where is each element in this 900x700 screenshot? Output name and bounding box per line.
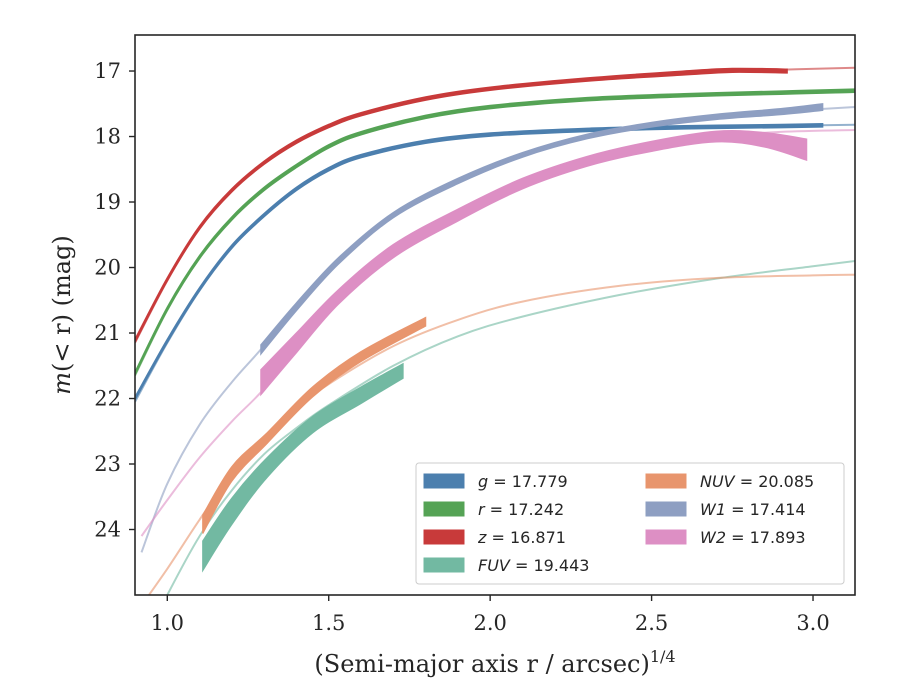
y-tick-label: 24 xyxy=(94,518,121,542)
y-tick-label: 20 xyxy=(94,256,121,280)
data-band-r xyxy=(135,88,855,376)
y-axis-label-argument: (< r) xyxy=(48,314,76,372)
y-tick-label: 22 xyxy=(94,387,121,411)
x-tick-label: 2.5 xyxy=(635,611,668,635)
y-axis-label-symbol: m xyxy=(48,372,76,395)
legend-box xyxy=(415,462,845,585)
y-axis-ticks: 17 18 19 20 21 22 23 24 xyxy=(94,59,135,542)
y-axis-label-unit: (mag) xyxy=(48,235,76,314)
y-tick-label: 18 xyxy=(94,125,121,149)
x-axis-label-superscript: 1/4 xyxy=(650,647,676,666)
legend-label-r: r = 17.242 xyxy=(478,500,564,519)
legend-swatch-w1 xyxy=(645,501,687,517)
legend-label-nuv: NUV = 20.085 xyxy=(700,472,814,491)
x-tick-label: 2.0 xyxy=(473,611,506,635)
x-tick-label: 3.0 xyxy=(796,611,829,635)
model-curve-fuv xyxy=(166,260,855,595)
plot-frame xyxy=(134,34,856,596)
y-axis-label: m(< r) (mag) xyxy=(48,235,76,395)
legend-label-w1: W1 = 17.414 xyxy=(700,500,806,519)
legend: g = 17.779 r = 17.242 z = 16.871 FUV = 19.4… xyxy=(415,462,845,585)
data-band-w1 xyxy=(260,103,824,356)
x-tick-label: 1.0 xyxy=(151,611,184,635)
legend-swatch-w2 xyxy=(645,529,687,545)
x-tick-label: 1.5 xyxy=(312,611,345,635)
legend-label-fuv: FUV = 19.443 xyxy=(478,556,589,575)
y-tick-label: 19 xyxy=(94,190,121,214)
legend-swatch-z xyxy=(423,529,465,545)
data-band-fuv xyxy=(202,362,404,573)
data-band-z xyxy=(135,67,788,343)
legend-swatch-nuv xyxy=(645,473,687,489)
y-tick-label: 23 xyxy=(94,452,121,476)
data-band-w2 xyxy=(260,130,808,397)
legend-swatch-g xyxy=(423,473,465,489)
legend-label-g: g = 17.779 xyxy=(478,472,568,491)
data-band-g xyxy=(135,123,824,402)
x-axis-ticks: 1.0 1.5 2.0 2.5 3.0 xyxy=(151,595,830,635)
y-tick-label: 21 xyxy=(94,321,121,345)
x-axis-label: (Semi-major axis r / arcsec)1/4 xyxy=(314,647,675,678)
data-band-nuv xyxy=(202,316,427,534)
legend-label-w2: W2 = 17.893 xyxy=(700,528,806,547)
x-axis-label-text: (Semi-major axis r / arcsec) xyxy=(314,650,649,678)
legend-swatch-r xyxy=(423,501,465,517)
legend-label-z: z = 16.871 xyxy=(477,528,566,547)
y-tick-label: 17 xyxy=(94,59,121,83)
legend-swatch-fuv xyxy=(423,557,465,573)
series-layer xyxy=(135,66,855,595)
